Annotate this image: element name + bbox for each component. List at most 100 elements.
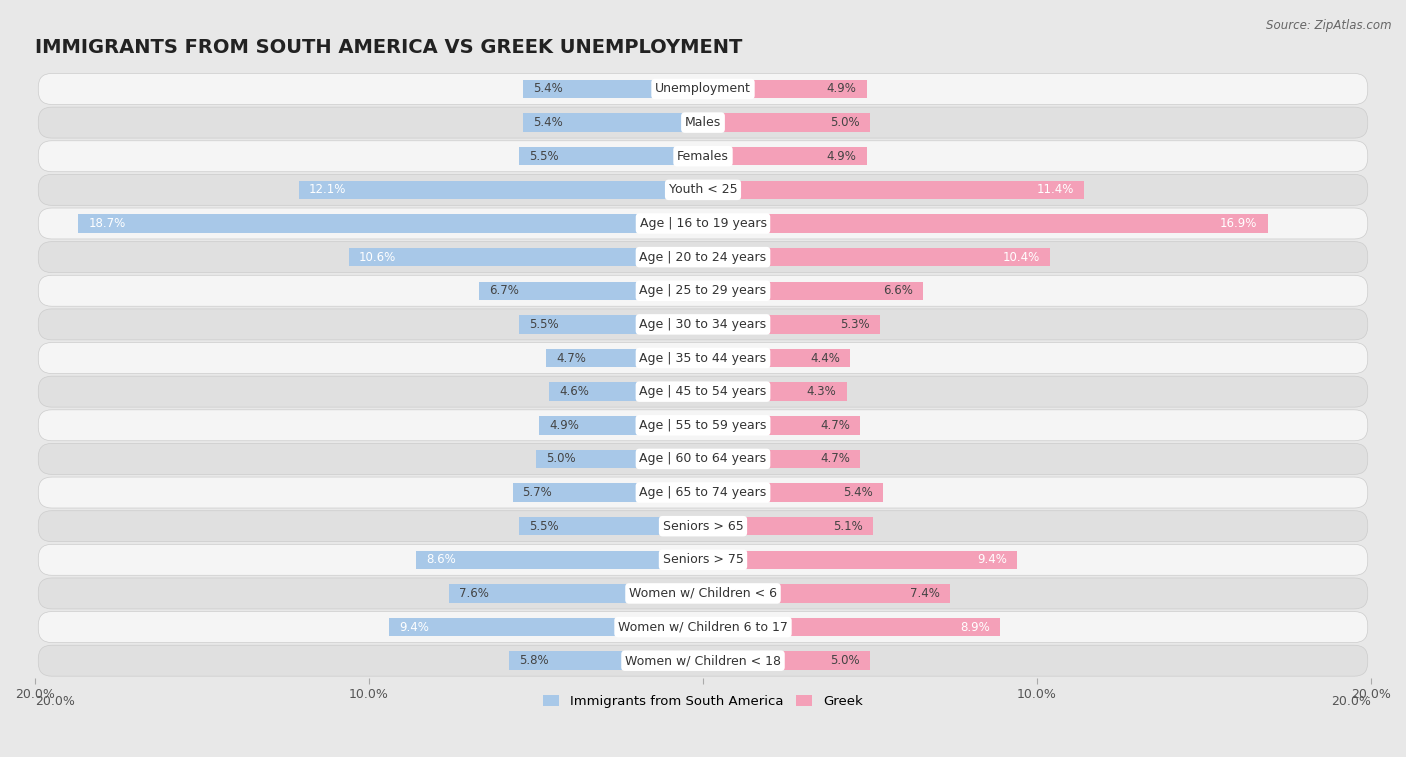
Bar [703,181,1084,199]
Text: 4.3%: 4.3% [807,385,837,398]
Text: 6.7%: 6.7% [489,285,519,298]
Bar [546,349,703,367]
FancyBboxPatch shape [38,276,1368,307]
Text: 5.7%: 5.7% [523,486,553,499]
Bar [703,483,883,502]
Bar [513,483,703,502]
FancyBboxPatch shape [38,645,1368,676]
Text: 5.1%: 5.1% [834,519,863,533]
FancyBboxPatch shape [38,612,1368,643]
Bar [703,618,1000,637]
FancyBboxPatch shape [38,141,1368,172]
FancyBboxPatch shape [38,208,1368,239]
Bar [479,282,703,300]
Text: 4.6%: 4.6% [560,385,589,398]
Bar [79,214,703,232]
Text: 4.7%: 4.7% [820,419,851,431]
Bar [523,114,703,132]
Bar [509,652,703,670]
Text: 5.0%: 5.0% [831,654,860,667]
Text: Source: ZipAtlas.com: Source: ZipAtlas.com [1267,19,1392,32]
Legend: Immigrants from South America, Greek: Immigrants from South America, Greek [538,690,868,713]
FancyBboxPatch shape [38,107,1368,138]
Text: Age | 16 to 19 years: Age | 16 to 19 years [640,217,766,230]
FancyBboxPatch shape [38,376,1368,407]
FancyBboxPatch shape [38,343,1368,373]
Text: 10.6%: 10.6% [359,251,396,263]
Text: 5.5%: 5.5% [529,150,560,163]
Text: 4.4%: 4.4% [810,351,839,365]
Text: Unemployment: Unemployment [655,83,751,95]
Text: Age | 55 to 59 years: Age | 55 to 59 years [640,419,766,431]
Bar [703,584,950,603]
Text: Women w/ Children < 6: Women w/ Children < 6 [628,587,778,600]
Text: 5.5%: 5.5% [529,318,560,331]
Bar [389,618,703,637]
FancyBboxPatch shape [38,241,1368,273]
Bar [519,517,703,535]
Text: 10.4%: 10.4% [1002,251,1040,263]
Bar [703,214,1268,232]
Bar [703,382,846,401]
Text: 6.6%: 6.6% [883,285,914,298]
Text: Seniors > 75: Seniors > 75 [662,553,744,566]
Bar [703,450,860,468]
Bar [519,315,703,334]
Text: Seniors > 65: Seniors > 65 [662,519,744,533]
FancyBboxPatch shape [38,578,1368,609]
Text: 5.3%: 5.3% [841,318,870,331]
FancyBboxPatch shape [38,444,1368,475]
Text: 20.0%: 20.0% [1331,695,1371,708]
Bar [703,349,851,367]
Text: Males: Males [685,116,721,129]
FancyBboxPatch shape [38,511,1368,542]
Text: 5.4%: 5.4% [533,83,562,95]
Text: Females: Females [678,150,728,163]
Text: 12.1%: 12.1% [309,183,346,196]
Bar [703,248,1050,266]
Text: 18.7%: 18.7% [89,217,125,230]
Bar [523,79,703,98]
Bar [703,517,873,535]
Text: 5.5%: 5.5% [529,519,560,533]
Text: 5.0%: 5.0% [546,453,575,466]
Text: 8.9%: 8.9% [960,621,990,634]
Bar [703,416,860,435]
Text: Age | 25 to 29 years: Age | 25 to 29 years [640,285,766,298]
Bar [703,282,924,300]
Text: Age | 20 to 24 years: Age | 20 to 24 years [640,251,766,263]
FancyBboxPatch shape [38,174,1368,205]
Bar [703,79,866,98]
Text: 4.9%: 4.9% [827,150,856,163]
Text: 5.4%: 5.4% [533,116,562,129]
Text: 9.4%: 9.4% [399,621,429,634]
Text: IMMIGRANTS FROM SOUTH AMERICA VS GREEK UNEMPLOYMENT: IMMIGRANTS FROM SOUTH AMERICA VS GREEK U… [35,38,742,57]
Text: 4.7%: 4.7% [555,351,586,365]
Text: 4.9%: 4.9% [550,419,579,431]
Text: 20.0%: 20.0% [35,695,75,708]
Bar [449,584,703,603]
Bar [550,382,703,401]
Text: 4.9%: 4.9% [827,83,856,95]
FancyBboxPatch shape [38,410,1368,441]
Bar [703,315,880,334]
Text: Age | 45 to 54 years: Age | 45 to 54 years [640,385,766,398]
Text: Women w/ Children < 18: Women w/ Children < 18 [626,654,780,667]
Bar [299,181,703,199]
Text: Youth < 25: Youth < 25 [669,183,737,196]
FancyBboxPatch shape [38,309,1368,340]
Bar [519,147,703,166]
Text: 11.4%: 11.4% [1036,183,1074,196]
Bar [416,550,703,569]
Text: 5.8%: 5.8% [519,654,548,667]
Bar [703,550,1017,569]
Text: Age | 60 to 64 years: Age | 60 to 64 years [640,453,766,466]
Text: Age | 65 to 74 years: Age | 65 to 74 years [640,486,766,499]
Text: Women w/ Children 6 to 17: Women w/ Children 6 to 17 [619,621,787,634]
FancyBboxPatch shape [38,73,1368,104]
Text: 5.4%: 5.4% [844,486,873,499]
Bar [703,147,866,166]
Text: 8.6%: 8.6% [426,553,456,566]
Text: 7.4%: 7.4% [910,587,941,600]
Text: 7.6%: 7.6% [460,587,489,600]
